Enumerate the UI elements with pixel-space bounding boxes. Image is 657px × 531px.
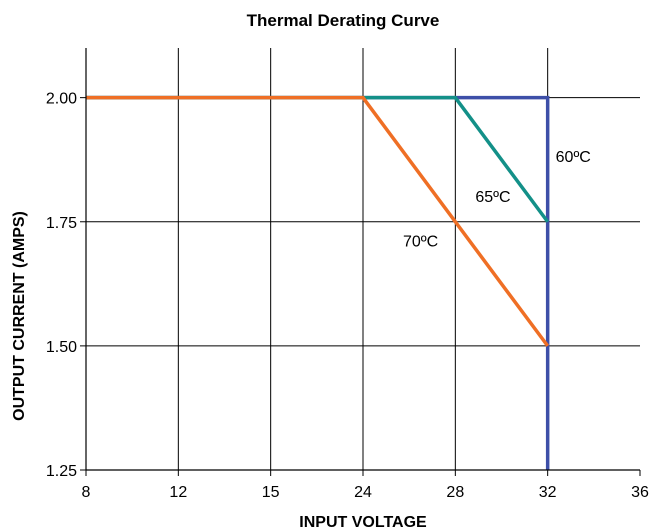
- x-tick-label: 12: [169, 484, 187, 501]
- annotation-60c: 60ºC: [556, 149, 591, 166]
- annotation-70c: 70ºC: [403, 234, 438, 251]
- series-line-60c: [86, 95, 550, 470]
- x-tick-label: 28: [446, 484, 464, 501]
- y-tick-label: 1.75: [46, 215, 77, 232]
- series-annotations: 60ºC 65ºC 70ºC: [403, 149, 591, 250]
- series-line-70c: [86, 95, 550, 347]
- axes: [80, 48, 641, 476]
- y-axis-title: OUTPUT CURRENT (AMPS): [11, 211, 28, 421]
- annotation-65c: 65ºC: [475, 189, 510, 206]
- x-tick-label: 8: [82, 484, 91, 501]
- x-tick-label: 15: [262, 484, 280, 501]
- y-tick-label: 1.50: [46, 339, 77, 356]
- chart-title: Thermal Derating Curve: [247, 11, 440, 30]
- x-tick-label: 32: [539, 484, 557, 501]
- x-tick-labels: 8 12 15 24 28 32 36: [82, 484, 649, 501]
- y-tick-labels: 1.25 1.50 1.75 2.00: [46, 91, 77, 480]
- x-tick-label: 36: [631, 484, 649, 501]
- x-tick-label: 24: [354, 484, 372, 501]
- y-tick-label: 2.00: [46, 91, 77, 108]
- y-tick-label: 1.25: [46, 463, 77, 480]
- grid: [86, 48, 640, 470]
- series-lines: [86, 95, 550, 470]
- x-axis-title: INPUT VOLTAGE: [299, 514, 427, 531]
